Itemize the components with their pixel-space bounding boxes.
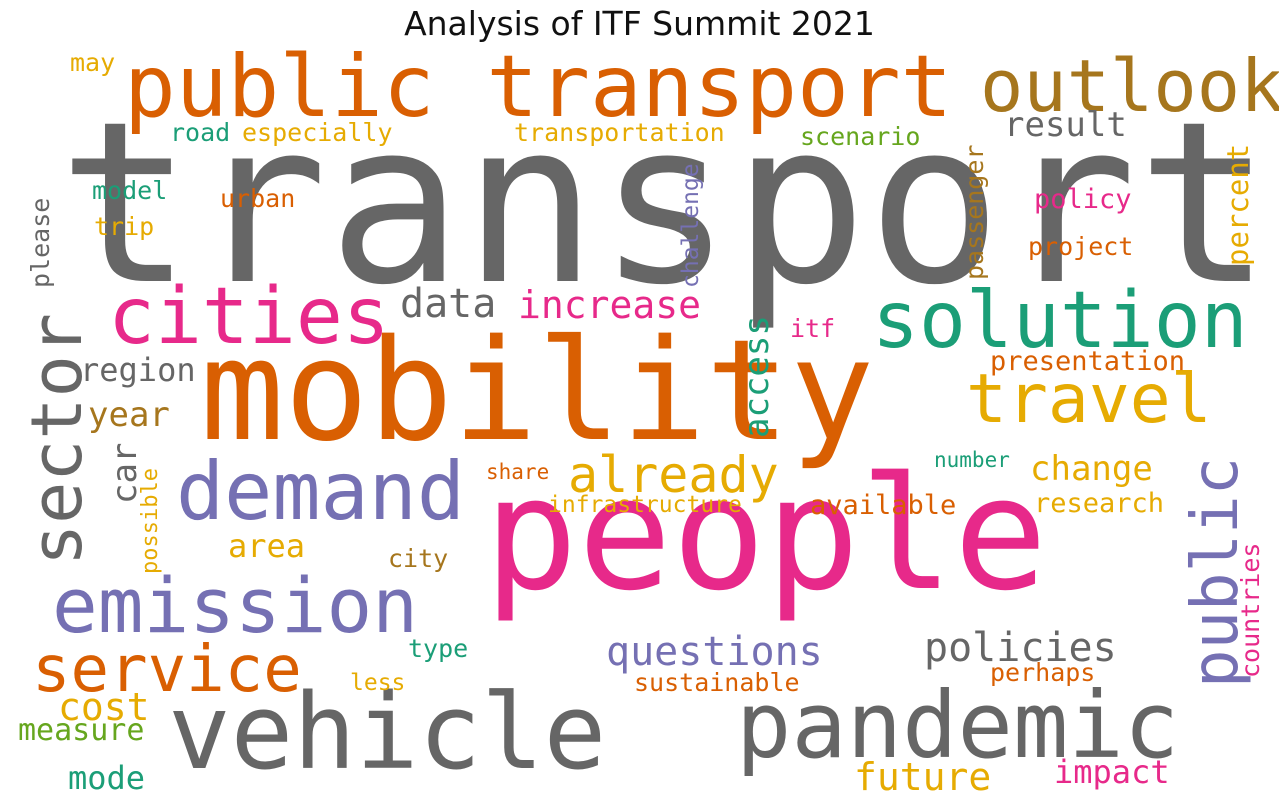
word-people: people <box>484 443 1048 625</box>
word-scenario: scenario <box>800 122 921 151</box>
word-sector: sector <box>16 313 98 566</box>
word-countries: countries <box>1236 542 1265 678</box>
word-region: region <box>80 351 196 389</box>
word-percent: percent <box>1221 143 1255 266</box>
word-transport: transport <box>58 73 1272 334</box>
word-please: please <box>26 197 55 288</box>
word-emission: emission <box>52 561 419 650</box>
word-type: type <box>408 634 469 663</box>
word-project: project <box>1028 232 1134 261</box>
word-transportation: transportation <box>514 118 725 147</box>
word-vehicle: vehicle <box>168 671 607 793</box>
word-public-transport: public transport <box>124 37 953 137</box>
word-already: already <box>568 446 779 504</box>
figure-title: Analysis of ITF Summit 2021 <box>404 4 875 43</box>
word-possible: possible <box>138 468 163 574</box>
word-perhaps: perhaps <box>990 658 1096 687</box>
word-number: number <box>934 448 1010 472</box>
word-year: year <box>88 395 170 435</box>
word-car: car <box>105 442 145 504</box>
word-future: future <box>854 755 992 799</box>
word-policies: policies <box>924 625 1117 671</box>
word-area: area <box>228 527 306 565</box>
word-passenger: passenger <box>960 144 989 280</box>
word-solution: solution <box>872 276 1248 366</box>
word-presentation: presentation <box>990 346 1186 377</box>
word-demand: demand <box>176 445 465 538</box>
word-urban: urban <box>220 184 296 213</box>
word-may: may <box>70 48 116 77</box>
word-pandemic: pandemic <box>736 672 1180 779</box>
word-city: city <box>388 544 449 573</box>
word-impact: impact <box>1054 753 1170 791</box>
word-infrastructure: infrastructure <box>548 492 742 518</box>
word-available: available <box>810 490 957 521</box>
word-mobility: mobility <box>200 310 875 473</box>
word-travel: travel <box>966 360 1212 439</box>
word-itf: itf <box>790 314 836 343</box>
word-outlook: outlook <box>980 44 1279 128</box>
word-sustainable: sustainable <box>634 668 800 697</box>
word-result: result <box>1004 105 1127 145</box>
word-trip: trip <box>94 212 155 241</box>
word-less: less <box>350 670 406 696</box>
word-mode: mode <box>68 759 146 797</box>
word-access: access <box>737 315 777 438</box>
word-research: research <box>1034 488 1165 519</box>
word-cities: cities <box>108 272 390 362</box>
word-cost: cost <box>58 685 150 729</box>
word-change: change <box>1030 449 1153 489</box>
word-data: data <box>400 281 497 327</box>
word-increase: increase <box>518 283 702 327</box>
word-share: share <box>486 460 550 484</box>
word-policy: policy <box>1034 184 1132 215</box>
word-measure: measure <box>18 713 145 748</box>
word-model: model <box>92 176 168 205</box>
word-road: road <box>170 118 231 147</box>
word-challenge: challenge <box>678 163 704 288</box>
word-questions: questions <box>606 629 823 675</box>
word-especially: especially <box>242 118 393 147</box>
word-service: service <box>32 633 302 707</box>
